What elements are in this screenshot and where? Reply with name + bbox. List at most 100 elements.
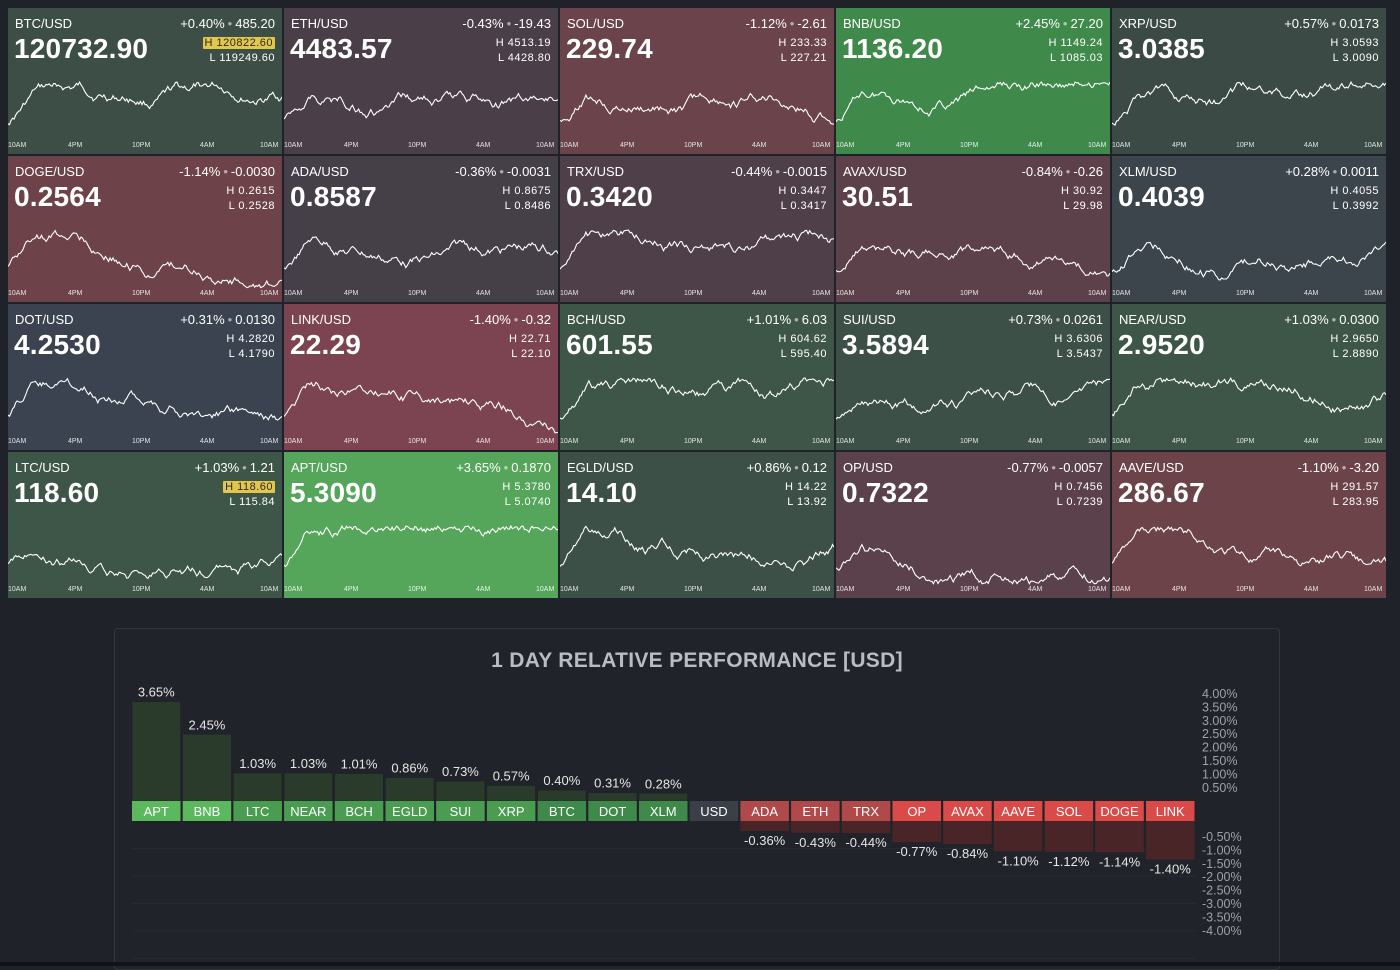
category-label: BCH — [345, 804, 372, 819]
ticker-tile-dot[interactable]: DOT/USD +0.31% • 0.0130 4.2530 H 4.2820 L 4.17… — [8, 304, 282, 450]
ticker-tile-egld[interactable]: EGLD/USD +0.86% • 0.12 14.10 H 14.22 L 13.92 10… — [560, 452, 834, 598]
ticker-symbol: BCH/USD — [567, 312, 626, 327]
low-label: L — [780, 200, 787, 212]
sparkline — [560, 525, 834, 572]
time-axis: 10AM 4PM 10PM 4AM 10AM — [8, 290, 282, 300]
high-label: H — [226, 185, 239, 197]
bar-xrp — [486, 785, 536, 802]
value-label: 2.45% — [189, 717, 226, 732]
time-axis: 10AM 4PM 10PM 4AM 10AM — [1112, 438, 1386, 448]
category-chip-near — [284, 801, 333, 821]
time-tick: 10PM — [408, 586, 427, 593]
separator-dot-icon: • — [499, 164, 504, 179]
sparkline — [1112, 526, 1386, 567]
time-tick: 10PM — [684, 142, 703, 149]
ticker-tile-op[interactable]: OP/USD -0.77% • -0.0057 0.7322 H 0.7456 L 0.72… — [836, 452, 1110, 598]
value-label: 0.28% — [645, 776, 682, 791]
change-absolute: 485.20 — [235, 16, 275, 31]
bar-eth — [791, 821, 840, 833]
ticker-change: +0.40% • 485.20 — [180, 16, 275, 31]
ticker-price: 601.55 — [566, 329, 653, 360]
sparkline-path — [284, 381, 558, 434]
low-value: 0.7239 — [1066, 496, 1103, 508]
high-label: H — [1330, 185, 1343, 197]
time-tick: 4AM — [752, 438, 767, 445]
ticker-tile-bch[interactable]: BCH/USD +1.01% • 6.03 601.55 H 604.62 L 595.40… — [560, 304, 834, 450]
ticker-low: L 0.7239 — [1057, 496, 1103, 508]
high-value: 120822.60 — [216, 37, 273, 49]
time-tick: 4PM — [344, 142, 359, 149]
bar-op — [892, 821, 941, 843]
time-tick: 4PM — [1172, 290, 1187, 297]
high-label: H — [1330, 37, 1343, 49]
ticker-change: +3.65% • 0.1870 — [456, 460, 551, 475]
ticker-symbol: ADA/USD — [291, 164, 349, 179]
y-tick-positive: 2.00% — [1202, 741, 1237, 755]
ticker-tile-xrp[interactable]: XRP/USD +0.57% • 0.0173 3.0385 H 3.0593 L 3.00… — [1112, 8, 1386, 154]
time-tick: 10PM — [132, 290, 151, 297]
ticker-high: H 118.60 — [223, 481, 275, 493]
value-label: -1.10% — [998, 853, 1040, 868]
ticker-tile-xlm[interactable]: XLM/USD +0.28% • 0.0011 0.4039 H 0.4055 L 0.39… — [1112, 156, 1386, 302]
change-percent: +1.03% — [194, 460, 240, 475]
high-value: 118.60 — [237, 481, 273, 493]
high-label: H — [1330, 333, 1343, 345]
high-value: 5.3780 — [514, 481, 551, 493]
separator-dot-icon: • — [1062, 16, 1068, 31]
value-label: -0.36% — [744, 833, 786, 848]
high-label: H — [778, 37, 791, 49]
time-tick: 4PM — [68, 438, 83, 445]
time-tick: 10AM — [1088, 142, 1107, 149]
change-percent: -0.36% — [455, 164, 497, 179]
ticker-symbol: DOGE/USD — [15, 164, 85, 179]
low-value: 115.84 — [239, 496, 275, 508]
ticker-tile-sol[interactable]: SOL/USD -1.12% • -2.61 229.74 H 233.33 L 227.2… — [560, 8, 834, 154]
ticker-tile-btc[interactable]: BTC/USD +0.40% • 485.20 120732.90 H 120822.60… — [8, 8, 282, 154]
category-chip-eth — [791, 801, 840, 821]
ticker-tile-bnb[interactable]: BNB/USD +2.45% • 27.20 1136.20 H 1149.24 L 108… — [836, 8, 1110, 154]
ticker-tile-sui[interactable]: SUI/USD +0.73% • 0.0261 3.5894 H 3.6306 L 3.54… — [836, 304, 1110, 450]
change-percent: +1.01% — [746, 312, 792, 327]
category-chip-link — [1146, 801, 1195, 821]
ticker-price: 0.3420 — [566, 181, 653, 212]
category-label: XLM — [650, 804, 677, 819]
ticker-tile-aave[interactable]: AAVE/USD -1.10% • -3.20 286.67 H 291.57 L 283.… — [1112, 452, 1386, 598]
separator-dot-icon: • — [794, 312, 799, 327]
ticker-tile-avax[interactable]: AVAX/USD -0.84% • -0.26 30.51 H 30.92 L 29.98 1… — [836, 156, 1110, 302]
ticker-tile-ltc[interactable]: LTC/USD +1.03% • 1.21 118.60 H 118.60 L 115.84… — [8, 452, 282, 598]
category-chip-sui — [436, 801, 485, 821]
sparkline — [8, 377, 282, 421]
time-tick: 10AM — [284, 586, 303, 593]
category-chip-sol — [1044, 801, 1094, 821]
sparkline — [284, 90, 558, 120]
sparkline — [560, 377, 834, 420]
high-value: 291.57 — [1342, 481, 1379, 493]
low-label: L — [1056, 348, 1063, 360]
ticker-change: -0.84% • -0.26 — [1022, 164, 1103, 179]
high-label: H — [495, 37, 508, 49]
ticker-change: -1.10% • -3.20 — [1298, 460, 1379, 475]
time-axis: 10AM 4PM 10PM 4AM 10AM — [8, 586, 282, 596]
low-label: L — [228, 200, 235, 212]
ticker-tile-doge[interactable]: DOGE/USD -1.14% • -0.0030 0.2564 H 0.2615 L 0.… — [8, 156, 282, 302]
category-chip-bnb — [182, 801, 232, 821]
time-tick: 4AM — [476, 142, 491, 149]
separator-dot-icon: • — [1331, 16, 1337, 31]
time-tick: 4PM — [68, 586, 83, 593]
ticker-tile-near[interactable]: NEAR/USD +1.03% • 0.0300 2.9520 H 2.9650 L 2.8… — [1112, 304, 1386, 450]
time-tick: 4PM — [68, 142, 83, 149]
ticker-tile-link[interactable]: LINK/USD -1.40% • -0.32 22.29 H 22.71 L 22.10 1… — [284, 304, 558, 450]
ticker-tile-eth[interactable]: ETH/USD -0.43% • -19.43 4483.57 H 4513.19 L 44… — [284, 8, 558, 154]
low-label: L — [780, 52, 787, 64]
ticker-change: -1.14% • -0.0030 — [179, 164, 275, 179]
ticker-high: H 3.0593 — [1330, 37, 1379, 49]
ticker-tile-apt[interactable]: APT/USD +3.65% • 0.1870 5.3090 H 5.3780 L 5.07… — [284, 452, 558, 598]
ticker-tile-ada[interactable]: ADA/USD -0.36% • -0.0031 0.8587 H 0.8675 L 0.8… — [284, 156, 558, 302]
ticker-tile-trx[interactable]: TRX/USD -0.44% • -0.0015 0.3420 H 0.3447 L 0.3… — [560, 156, 834, 302]
low-label: L — [497, 52, 505, 64]
ticker-price: 1136.20 — [842, 33, 944, 64]
time-tick: 10AM — [812, 438, 831, 445]
ticker-symbol: ETH/USD — [291, 16, 349, 31]
category-label: AAVE — [1001, 804, 1035, 819]
ticker-change: -0.43% • -19.43 — [462, 16, 551, 31]
